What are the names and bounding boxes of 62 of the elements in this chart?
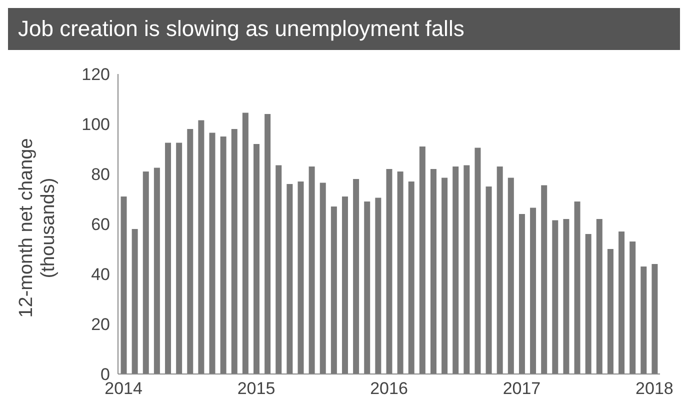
bar (120, 196, 127, 374)
bar (142, 172, 149, 374)
bar (486, 186, 492, 374)
bar (209, 132, 216, 374)
bar (442, 178, 448, 374)
bar (530, 208, 536, 374)
bar (596, 219, 602, 374)
chart-title: Job creation is slowing as unemployment falls (8, 8, 680, 50)
y-tick-label: 100 (82, 115, 110, 134)
bar (585, 234, 592, 374)
bar (198, 120, 204, 374)
bar (574, 202, 580, 374)
bar (464, 165, 470, 374)
x-tick-label: 2017 (502, 379, 541, 398)
bar (508, 178, 514, 374)
bar (286, 184, 293, 374)
bar (165, 142, 172, 374)
y-tick-label: 60 (91, 215, 110, 234)
bar (518, 214, 525, 374)
bar (552, 220, 558, 374)
bar (154, 168, 160, 374)
bar (264, 114, 271, 374)
bar (397, 172, 404, 374)
bar (298, 182, 304, 374)
x-tick-label: 2015 (237, 379, 276, 398)
bar (541, 185, 548, 374)
bar (220, 136, 226, 374)
bar (231, 129, 238, 374)
bar (618, 232, 625, 374)
bar (496, 166, 503, 374)
x-tick-label: 2018 (636, 379, 674, 398)
y-axis-title: 12-month net change (thousands) (16, 137, 60, 320)
x-tick-label: 2014 (104, 379, 142, 398)
bar (242, 112, 248, 374)
y-tick-label: 120 (82, 65, 110, 84)
bar (364, 202, 370, 374)
bar (386, 169, 392, 374)
bar (630, 242, 636, 374)
bar (563, 219, 570, 374)
bar (176, 142, 182, 374)
bar (308, 166, 315, 374)
x-tick-label: 2016 (370, 379, 408, 398)
y-tick-label: 80 (91, 165, 110, 184)
y-tick-label: 20 (91, 315, 110, 334)
bar (430, 169, 436, 374)
bar (375, 198, 382, 374)
bar (132, 229, 138, 374)
bar (276, 165, 282, 374)
bar (320, 182, 326, 374)
bar (342, 196, 348, 374)
bar (353, 179, 360, 374)
bar (254, 144, 260, 374)
bar (607, 249, 614, 374)
bar (330, 206, 337, 374)
bar (419, 146, 426, 374)
bar (474, 148, 481, 374)
y-tick-label: 40 (91, 265, 110, 284)
bar (652, 264, 658, 374)
bar (187, 129, 194, 374)
bar (452, 166, 459, 374)
bar (640, 266, 647, 374)
bar (408, 182, 414, 374)
